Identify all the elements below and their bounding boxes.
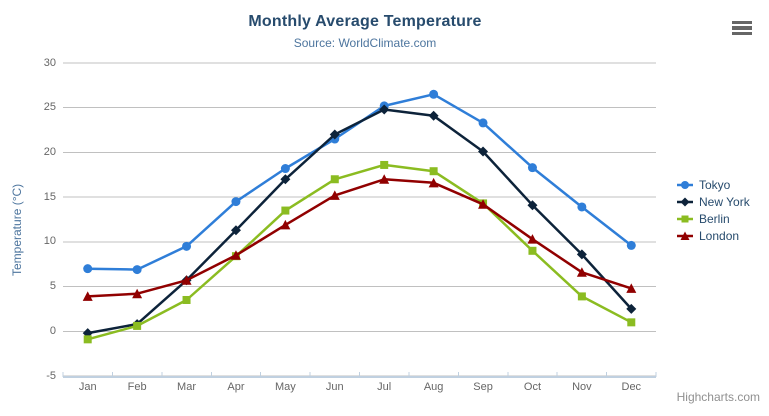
data-point-berlin-jun[interactable] bbox=[330, 175, 339, 184]
x-axis-label: Aug bbox=[423, 381, 444, 393]
data-point-new-york-oct[interactable] bbox=[527, 200, 538, 211]
data-point-london-nov[interactable] bbox=[576, 267, 587, 277]
data-point-london-feb[interactable] bbox=[132, 288, 143, 299]
data-point-berlin-feb[interactable] bbox=[133, 321, 142, 330]
y-axis-label: 0 bbox=[49, 324, 56, 337]
data-point-london-jun[interactable] bbox=[329, 190, 340, 200]
y-axis-label: -5 bbox=[46, 369, 56, 382]
data-point-london-oct[interactable] bbox=[527, 234, 538, 244]
x-axis-label: Nov bbox=[572, 381, 592, 393]
data-point-london-jan[interactable] bbox=[82, 291, 93, 301]
series-line-tokyo bbox=[86, 93, 633, 271]
legend-marker-triangle bbox=[677, 231, 693, 240]
y-axis-label: 5 bbox=[49, 280, 56, 293]
legend-item-london[interactable]: London bbox=[677, 228, 750, 244]
x-axis-label: May bbox=[274, 381, 296, 393]
data-point-tokyo-dec[interactable] bbox=[626, 240, 636, 250]
data-point-tokyo-nov[interactable] bbox=[577, 202, 587, 212]
data-point-london-aug[interactable] bbox=[428, 177, 439, 188]
credits-link[interactable]: Highcharts.com bbox=[676, 390, 760, 404]
data-point-new-york-jul[interactable] bbox=[379, 104, 390, 115]
data-point-berlin-oct[interactable] bbox=[528, 246, 537, 255]
data-point-tokyo-may[interactable] bbox=[280, 164, 290, 174]
x-axis-label: Sep bbox=[473, 381, 493, 393]
data-point-london-apr[interactable] bbox=[230, 250, 241, 260]
data-point-london-dec[interactable] bbox=[626, 283, 637, 293]
data-point-london-sep[interactable] bbox=[478, 199, 489, 209]
data-point-tokyo-sep[interactable] bbox=[478, 118, 488, 128]
data-point-tokyo-oct[interactable] bbox=[527, 163, 537, 173]
export-menu-button[interactable] bbox=[729, 18, 755, 40]
x-axis-label: Jul bbox=[377, 381, 392, 393]
legend-marker-symbol bbox=[681, 181, 689, 189]
data-point-new-york-dec[interactable] bbox=[626, 303, 637, 314]
series-line-berlin bbox=[86, 163, 633, 341]
data-point-tokyo-mar[interactable] bbox=[182, 241, 192, 251]
x-axis-label: Feb bbox=[127, 381, 147, 393]
data-point-new-york-apr[interactable] bbox=[230, 225, 241, 236]
hamburger-icon bbox=[732, 20, 752, 36]
legend-marker-square bbox=[677, 215, 693, 223]
data-point-tokyo-apr[interactable] bbox=[231, 197, 241, 207]
x-axis-label: Jun bbox=[325, 381, 344, 393]
legend: Tokyo New York Berlin London bbox=[677, 177, 750, 245]
x-axis-label: Dec bbox=[621, 381, 642, 393]
data-point-new-york-sep[interactable] bbox=[478, 146, 489, 157]
legend-marker-symbol bbox=[680, 197, 690, 207]
data-point-berlin-nov[interactable] bbox=[577, 292, 586, 301]
data-point-tokyo-aug[interactable] bbox=[429, 89, 439, 99]
y-axis-label: 25 bbox=[43, 101, 56, 114]
data-point-berlin-jul[interactable] bbox=[380, 160, 389, 169]
legend-label: Berlin bbox=[699, 212, 730, 226]
series-line-london bbox=[86, 178, 633, 298]
data-point-new-york-aug[interactable] bbox=[428, 110, 439, 121]
legend-label: London bbox=[699, 229, 740, 243]
data-point-london-jul[interactable] bbox=[379, 174, 390, 184]
x-axis-label: Jan bbox=[78, 381, 97, 393]
data-point-berlin-aug[interactable] bbox=[429, 167, 438, 176]
legend-marker-symbol bbox=[681, 215, 689, 223]
legend-marker-diamond bbox=[677, 197, 693, 207]
data-point-tokyo-feb[interactable] bbox=[132, 265, 142, 275]
data-point-new-york-nov[interactable] bbox=[576, 249, 587, 260]
data-point-berlin-jan[interactable] bbox=[83, 335, 92, 344]
legend-marker-symbol bbox=[680, 231, 690, 240]
data-point-tokyo-jan[interactable] bbox=[83, 264, 93, 274]
data-point-berlin-dec[interactable] bbox=[627, 318, 636, 327]
y-axis-label: 20 bbox=[43, 145, 56, 158]
data-point-new-york-may[interactable] bbox=[280, 174, 291, 185]
x-axis-label: Apr bbox=[227, 381, 245, 393]
y-axis-label: 30 bbox=[43, 56, 56, 69]
legend-label: New York bbox=[699, 195, 750, 209]
legend-item-tokyo[interactable]: Tokyo bbox=[677, 177, 750, 193]
series-line-new-york bbox=[86, 108, 633, 335]
data-point-london-may[interactable] bbox=[280, 219, 291, 230]
data-point-berlin-may[interactable] bbox=[281, 206, 290, 215]
data-point-london-mar[interactable] bbox=[181, 275, 192, 285]
y-axis-label: 10 bbox=[43, 235, 56, 248]
chart-title: Monthly Average Temperature bbox=[248, 13, 482, 30]
legend-label: Tokyo bbox=[699, 178, 731, 192]
legend-item-berlin[interactable]: Berlin bbox=[677, 211, 750, 227]
x-axis-label: Oct bbox=[523, 381, 542, 393]
legend-item-new-york[interactable]: New York bbox=[677, 194, 750, 210]
chart-subtitle: Source: WorldClimate.com bbox=[293, 36, 437, 50]
legend-marker-circle bbox=[677, 181, 693, 189]
x-axis-label: Mar bbox=[177, 381, 196, 393]
y-axis-label: 15 bbox=[43, 190, 56, 203]
data-point-new-york-jun[interactable] bbox=[329, 129, 340, 140]
data-point-berlin-mar[interactable] bbox=[182, 295, 191, 304]
